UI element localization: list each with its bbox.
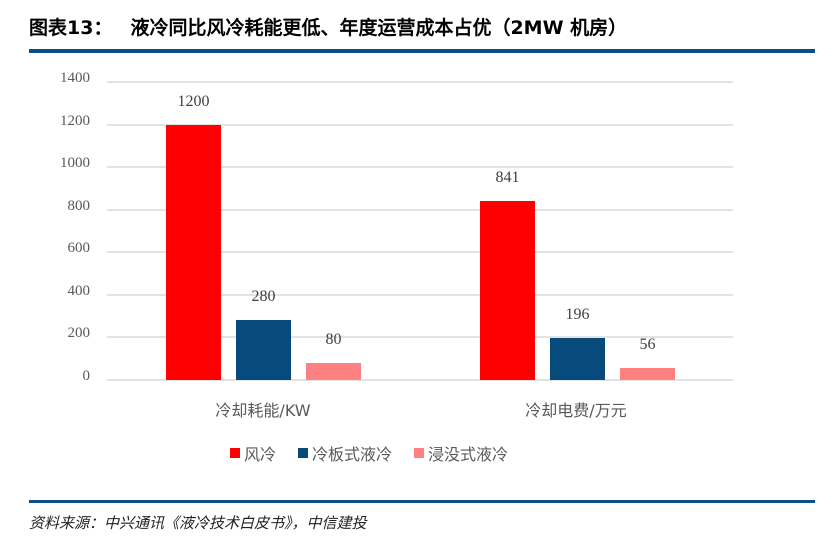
figure-title: 图表13： 液冷同比风冷耗能更低、年度运营成本占优（2MW 机房） — [29, 13, 627, 40]
y-tick-200: 200 — [67, 325, 91, 341]
y-tick-400: 400 — [67, 283, 91, 299]
footer-rule — [29, 500, 815, 503]
gridline-1400 — [107, 81, 733, 83]
y-tick-0: 0 — [82, 368, 91, 384]
legend-swatch-cold-plate — [298, 448, 309, 458]
y-tick-1400: 1400 — [60, 70, 90, 86]
y-tick-1000: 1000 — [60, 155, 90, 171]
gridline-400 — [107, 294, 733, 296]
gridline-1000 — [107, 166, 733, 168]
x-axis-baseline — [107, 379, 733, 381]
data-label: 196 — [565, 306, 590, 323]
bar-cold-plate-cooling-power — [236, 320, 291, 380]
y-tick-800: 800 — [67, 198, 91, 214]
legend-swatch-immersion — [414, 448, 425, 458]
data-label: 280 — [251, 288, 276, 305]
legend-label: 冷板式液冷 — [312, 445, 393, 464]
legend-item-air-cooling: 风冷 — [230, 441, 276, 465]
legend-swatch-air-cooling — [230, 448, 240, 458]
source-note: 资料来源：中兴通讯《液冷技术白皮书》，中信建投 — [29, 514, 367, 532]
figure-number: 图表13： — [29, 17, 113, 39]
gridline-800 — [107, 209, 733, 211]
y-tick-600: 600 — [67, 240, 91, 256]
bar-air-cooling-cooling-power — [166, 125, 221, 380]
data-label: 56 — [639, 336, 656, 353]
legend-item-immersion: 浸没式液冷 — [414, 441, 508, 465]
data-label: 80 — [325, 331, 342, 348]
category-label-cooling-cost: 冷却电费/万元 — [525, 401, 627, 420]
data-label: 1200 — [177, 93, 210, 110]
legend-label: 风冷 — [244, 445, 277, 464]
title-rule — [29, 49, 815, 53]
bar-chart: 1400 1200 1000 800 600 400 200 0 1200 280… — [60, 70, 733, 465]
bar-air-cooling-cooling-cost — [480, 201, 535, 380]
y-tick-1200: 1200 — [60, 113, 90, 129]
bar-immersion-cooling-cost — [620, 368, 675, 380]
figure-title-text: 液冷同比风冷耗能更低、年度运营成本占优（2MW 机房） — [130, 17, 628, 39]
gridline-200 — [107, 336, 733, 338]
bar-cold-plate-cooling-cost — [550, 338, 605, 380]
category-label-cooling-power: 冷却耗能/KW — [215, 401, 311, 420]
legend-label: 浸没式液冷 — [428, 445, 509, 464]
bar-immersion-cooling-power — [306, 363, 361, 380]
legend-item-cold-plate: 冷板式液冷 — [298, 441, 392, 465]
gridline-600 — [107, 251, 733, 253]
data-label: 841 — [495, 169, 520, 186]
chart-legend: 风冷 冷板式液冷 浸没式液冷 — [230, 441, 530, 465]
gridline-1200 — [107, 124, 733, 126]
